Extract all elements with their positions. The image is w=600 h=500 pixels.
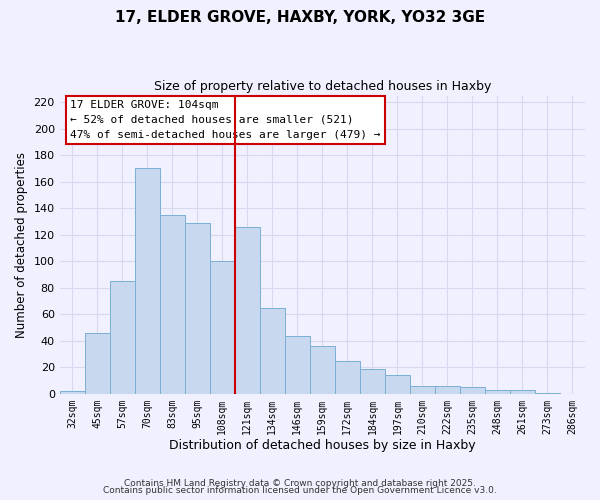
Bar [485,390,510,394]
Text: Contains public sector information licensed under the Open Government Licence v3: Contains public sector information licen… [103,486,497,495]
Bar [460,387,485,394]
Text: 17 ELDER GROVE: 104sqm
← 52% of detached houses are smaller (521)
47% of semi-de: 17 ELDER GROVE: 104sqm ← 52% of detached… [70,100,380,140]
Y-axis label: Number of detached properties: Number of detached properties [15,152,28,338]
Bar [210,262,235,394]
Bar [160,215,185,394]
Bar [435,386,460,394]
Bar [385,376,410,394]
Bar [310,346,335,394]
Bar [510,390,535,394]
Bar [360,368,385,394]
Bar [185,223,210,394]
Bar [410,386,435,394]
Bar [235,227,260,394]
Bar [285,336,310,394]
Bar [59,391,85,394]
X-axis label: Distribution of detached houses by size in Haxby: Distribution of detached houses by size … [169,440,476,452]
Text: 17, ELDER GROVE, HAXBY, YORK, YO32 3GE: 17, ELDER GROVE, HAXBY, YORK, YO32 3GE [115,10,485,25]
Bar [135,168,160,394]
Text: Contains HM Land Registry data © Crown copyright and database right 2025.: Contains HM Land Registry data © Crown c… [124,478,476,488]
Bar [110,281,135,394]
Bar [535,392,560,394]
Title: Size of property relative to detached houses in Haxby: Size of property relative to detached ho… [154,80,491,93]
Bar [85,333,110,394]
Bar [335,360,360,394]
Bar [260,308,285,394]
